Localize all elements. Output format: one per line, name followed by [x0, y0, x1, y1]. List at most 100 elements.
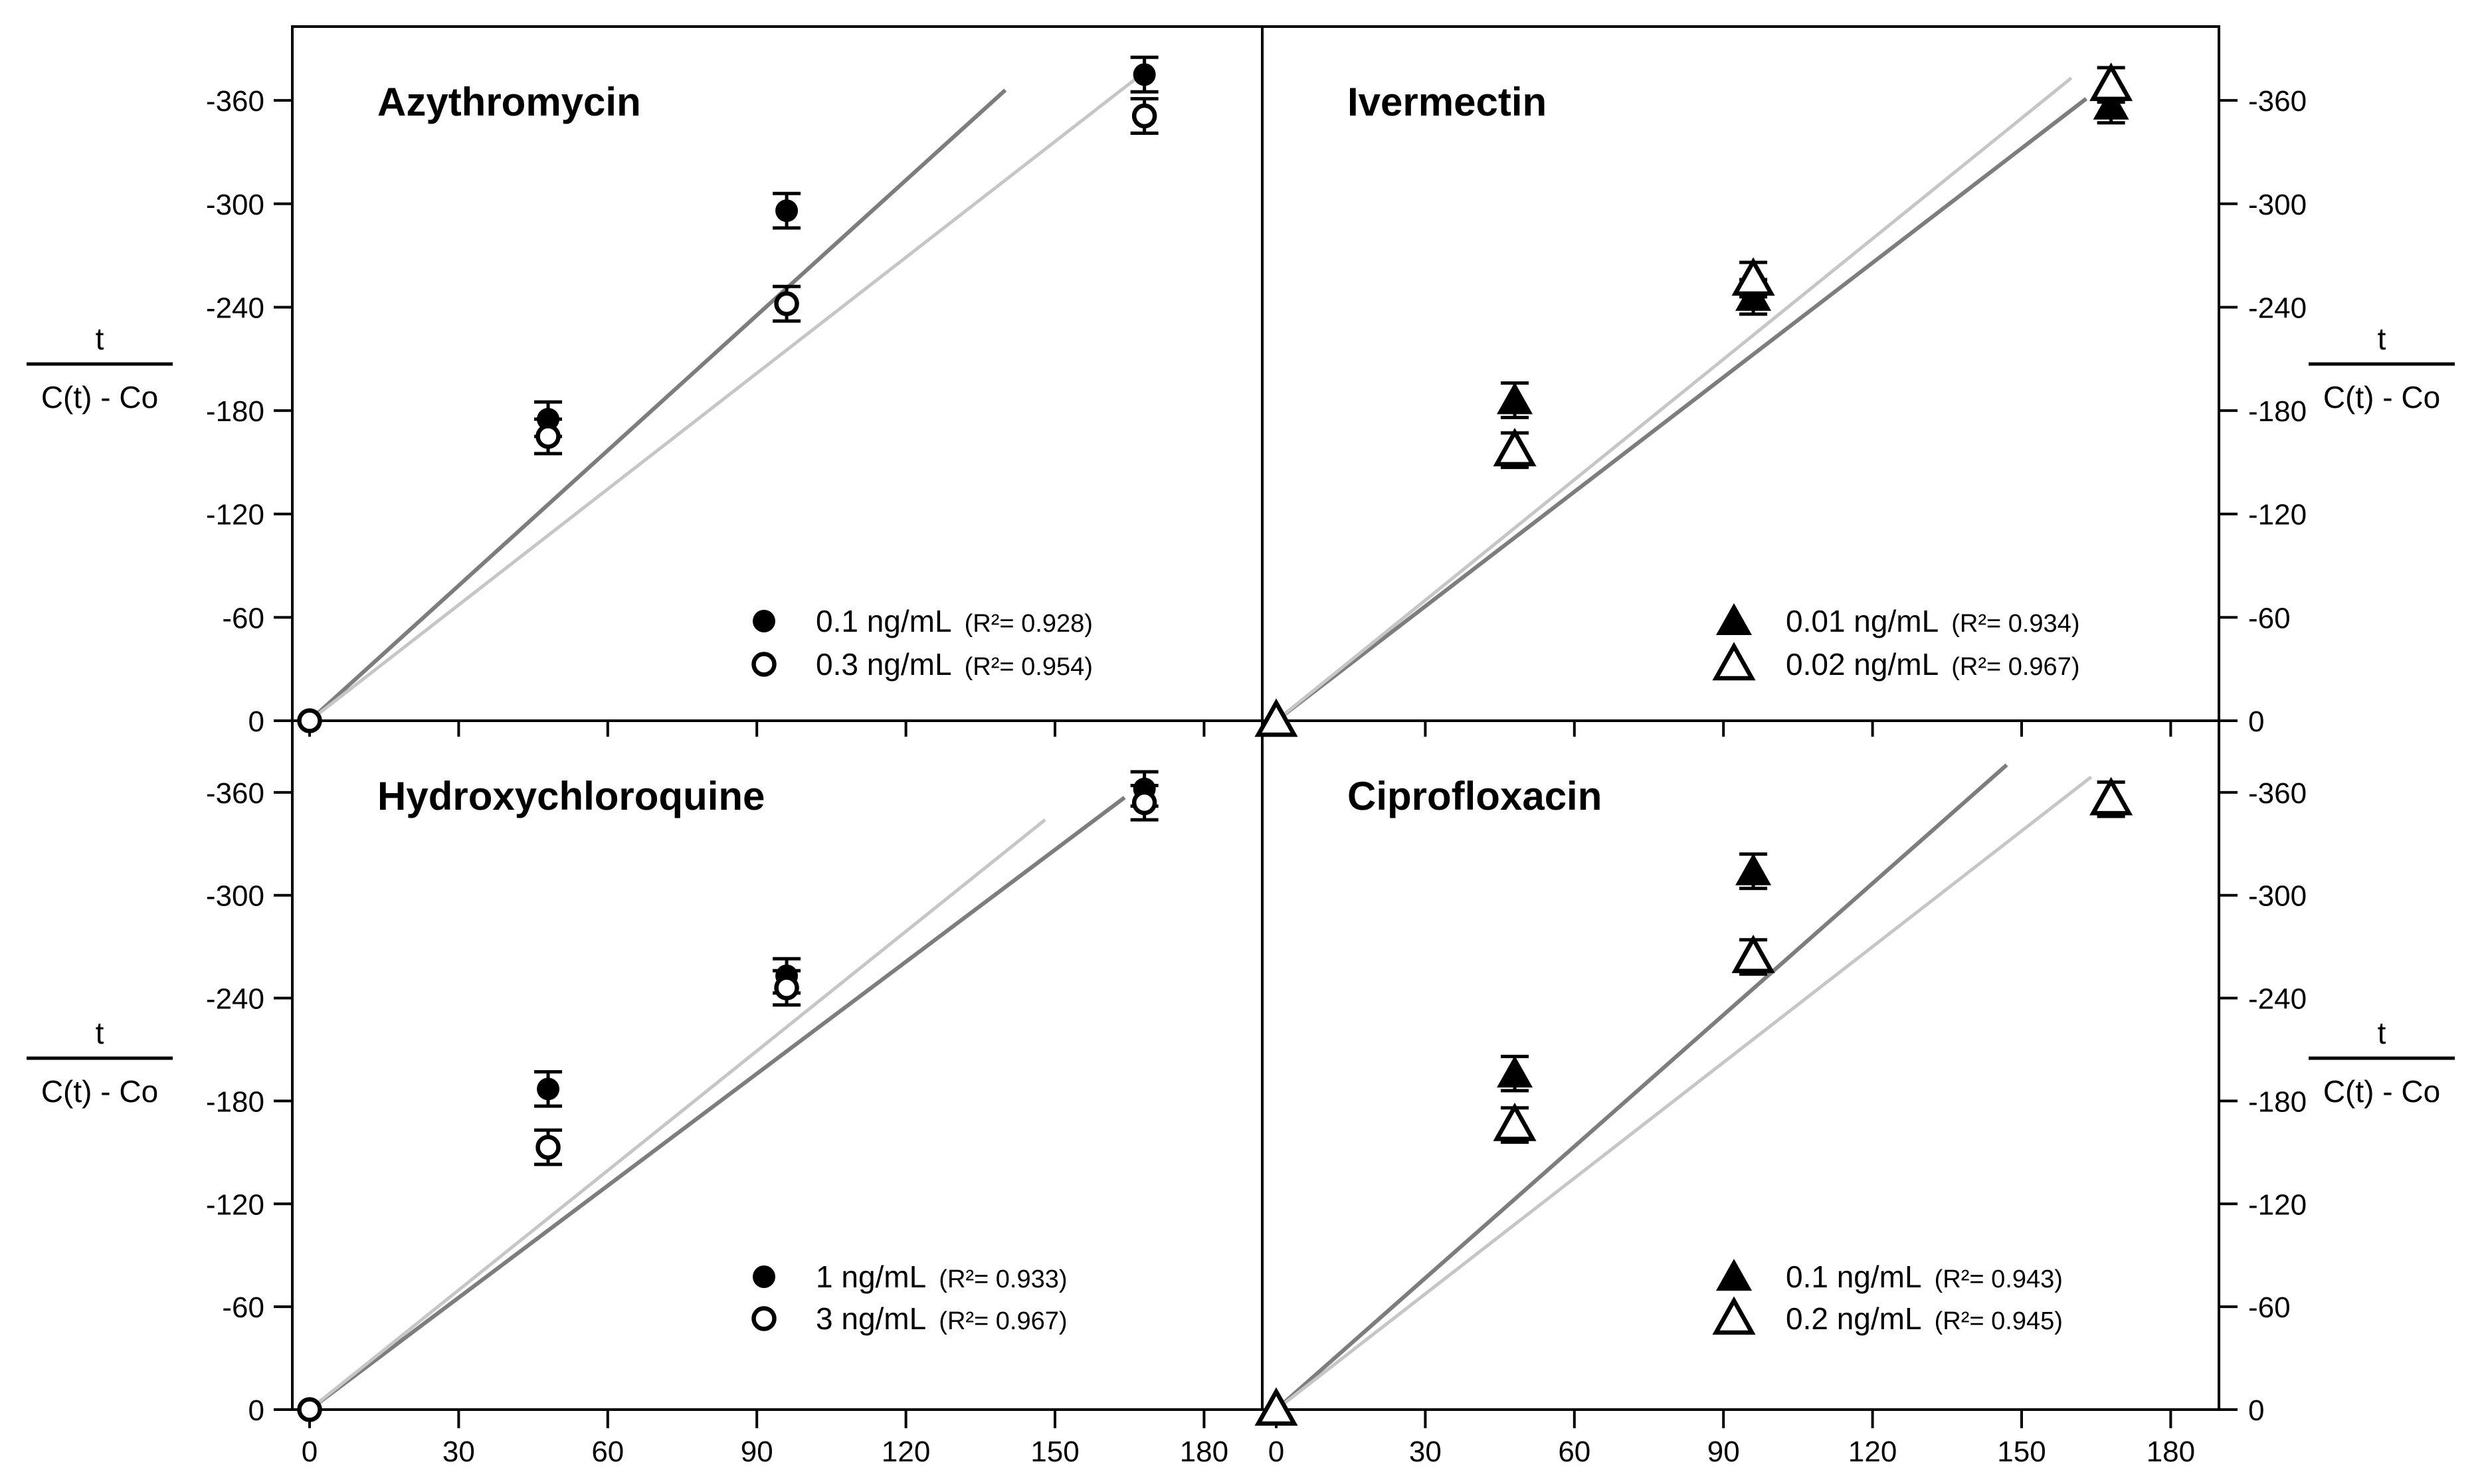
data-point	[1254, 1387, 1298, 1426]
x-tick-label: 120	[882, 1436, 930, 1468]
y-tick-label: -240	[2248, 292, 2307, 324]
y-tick-label: 0	[248, 705, 264, 738]
legend-label: 0.2 ng/mL (R²= 0.945)	[1786, 1301, 2063, 1336]
legend-swatch	[1712, 642, 1756, 681]
y-tick-label: -180	[2248, 395, 2307, 428]
data-point	[1133, 63, 1156, 86]
legend-label: 0.3 ng/mL (R²= 0.954)	[816, 647, 1093, 682]
y-tick-label: -360	[2248, 777, 2307, 810]
data-point	[1493, 428, 1537, 466]
y-axis-label-numerator: t	[96, 322, 104, 356]
y-tick-label: -120	[206, 499, 264, 531]
panel-title: Ciprofloxacin	[1347, 774, 1602, 818]
y-tick-label: -120	[2248, 499, 2307, 531]
y-tick-label: -240	[2248, 983, 2307, 1016]
y-tick-label: -360	[2248, 85, 2307, 118]
legend-swatch	[1716, 1259, 1752, 1291]
legend-label: 0.01 ng/mL (R²= 0.934)	[1786, 604, 2079, 638]
data-point	[774, 975, 799, 1000]
y-tick-label: -180	[206, 395, 264, 428]
y-tick-label: -60	[2248, 1291, 2291, 1324]
legend-label: 1 ng/mL (R²= 0.933)	[816, 1259, 1068, 1294]
legend-swatch	[753, 1265, 775, 1288]
data-point	[1735, 853, 1772, 885]
y-tick-label: -360	[206, 85, 264, 118]
y-axis-label-numerator: t	[2378, 1016, 2386, 1050]
legend-swatch	[751, 1306, 777, 1331]
panel-hydroxychloroquine: Hydroxychloroquine 1 ng/mL (R²= 0.933) 3 n…	[297, 770, 1159, 1422]
y-axis-label-denominator: C(t) - Co	[2323, 1074, 2440, 1109]
data-point	[1254, 698, 1298, 737]
x-tick-label: 60	[1558, 1436, 1590, 1468]
y-tick-label: -300	[2248, 880, 2307, 913]
x-tick-label: 0	[1268, 1436, 1284, 1468]
y-tick-label: -60	[222, 1291, 264, 1324]
panel-azythromycin: Azythromycin 0.1 ng/mL (R²= 0.928) 0.3 ng/…	[297, 55, 1159, 733]
fit-line	[1275, 97, 2088, 723]
legend-label: 0.1 ng/mL (R²= 0.943)	[1786, 1259, 2063, 1294]
data-point	[1131, 790, 1157, 816]
data-point	[1493, 1102, 1537, 1141]
y-tick-label: 0	[248, 1394, 264, 1427]
data-point	[1131, 103, 1157, 129]
data-point	[1731, 257, 1775, 296]
y-axis-label-numerator: t	[96, 1016, 104, 1050]
fit-line	[1275, 775, 2093, 1411]
legend-swatch	[751, 652, 777, 677]
y-tick-label: -240	[206, 292, 264, 324]
panel-ivermectin: Ivermectin 0.01 ng/mL (R²= 0.934) 0.02 ng/…	[1254, 62, 2133, 737]
data-point	[2089, 62, 2133, 102]
fit-line	[308, 796, 1126, 1412]
data-point	[1497, 1056, 1533, 1088]
fit-line	[308, 78, 1136, 722]
legend-label: 0.1 ng/mL (R²= 0.928)	[816, 604, 1093, 638]
x-tick-label: 90	[741, 1436, 773, 1468]
x-tick-label: 60	[591, 1436, 624, 1468]
y-tick-label: 0	[2248, 705, 2264, 738]
fit-line	[1275, 76, 2073, 722]
data-point	[1497, 382, 1533, 415]
panel-border	[291, 25, 1264, 722]
data-point	[535, 424, 561, 449]
data-point	[775, 199, 799, 223]
y-tick-label: -60	[222, 602, 264, 634]
x-tick-label: 90	[1707, 1436, 1740, 1468]
y-tick-label: 0	[2248, 1394, 2264, 1427]
data-point	[774, 291, 799, 317]
data-point	[2089, 777, 2133, 816]
data-point	[297, 1397, 322, 1422]
y-axis-label-numerator: t	[2378, 322, 2386, 356]
y-tick-label: -300	[206, 189, 264, 221]
y-axis-label-denominator: C(t) - Co	[2323, 380, 2440, 415]
x-tick-label: 30	[1409, 1436, 1442, 1468]
fit-line	[308, 818, 1046, 1411]
data-point	[537, 1077, 560, 1101]
data-point	[297, 708, 322, 733]
x-tick-label: 150	[1997, 1436, 2046, 1468]
y-tick-label: -120	[2248, 1188, 2307, 1221]
legend-swatch	[753, 610, 775, 632]
y-tick-label: -180	[2248, 1085, 2307, 1118]
y-tick-label: -60	[2248, 602, 2291, 634]
y-axis-label-denominator: C(t) - Co	[41, 380, 158, 415]
data-point	[535, 1135, 561, 1160]
x-tick-label: 180	[1180, 1436, 1228, 1468]
y-tick-label: -300	[206, 880, 264, 913]
x-tick-label: 150	[1030, 1436, 1079, 1468]
fit-line	[308, 88, 1007, 723]
y-tick-label: -240	[206, 983, 264, 1016]
legend-label: 3 ng/mL (R²= 0.967)	[816, 1301, 1068, 1336]
y-axis-label-denominator: C(t) - Co	[41, 1074, 158, 1109]
panel-title: Hydroxychloroquine	[377, 774, 765, 818]
panel-title: Ivermectin	[1347, 80, 1547, 124]
legend-label: 0.02 ng/mL (R²= 0.967)	[1786, 647, 2079, 682]
x-tick-label: 180	[2147, 1436, 2195, 1468]
y-tick-label: -120	[206, 1188, 264, 1221]
x-tick-label: 30	[442, 1436, 475, 1468]
y-tick-label: -360	[206, 777, 264, 810]
y-tick-label: -180	[206, 1085, 264, 1118]
panel-title: Azythromycin	[377, 80, 641, 124]
y-tick-label: -300	[2248, 189, 2307, 221]
